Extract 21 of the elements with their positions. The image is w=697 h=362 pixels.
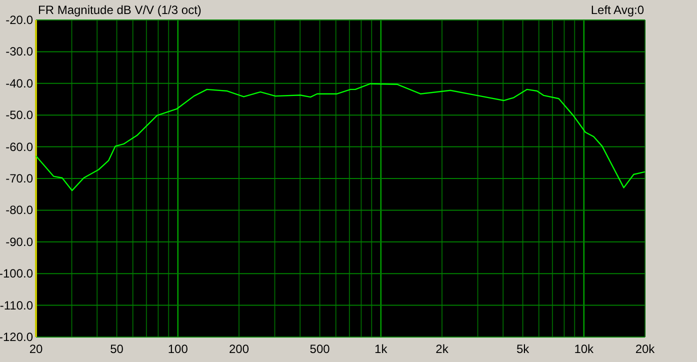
text: Left Avg:0 bbox=[590, 3, 644, 17]
x-tick-label: 100 bbox=[168, 342, 188, 356]
x-tick-label: 20k bbox=[635, 342, 656, 356]
x-tick-label: 5k bbox=[516, 342, 530, 356]
chart-title: FR Magnitude dB V/V (1/3 oct) bbox=[38, 3, 202, 17]
y-tick-label: -80.0 bbox=[6, 203, 34, 218]
y-tick-label: -70.0 bbox=[6, 172, 34, 186]
x-tick-label: 50 bbox=[110, 342, 124, 356]
y-tick-label: -90.0 bbox=[6, 234, 34, 249]
x-tick-label: 1k bbox=[374, 342, 388, 356]
x-tick-label: 500 bbox=[310, 342, 330, 356]
y-tick-label: -40.0 bbox=[6, 76, 34, 90]
x-tick-label: 2k bbox=[436, 342, 450, 356]
y-tick-label: -60.0 bbox=[6, 140, 34, 154]
y-tick-label: -20.0 bbox=[6, 13, 34, 27]
y-tick-label: -30.0 bbox=[6, 44, 34, 59]
x-tick-label: 10k bbox=[574, 342, 595, 356]
x-tick-label: 200 bbox=[228, 342, 250, 356]
y-tick-label: -110.0 bbox=[0, 298, 34, 312]
x-tick-label: 20 bbox=[29, 342, 43, 356]
y-tick-label: -50.0 bbox=[6, 108, 34, 122]
